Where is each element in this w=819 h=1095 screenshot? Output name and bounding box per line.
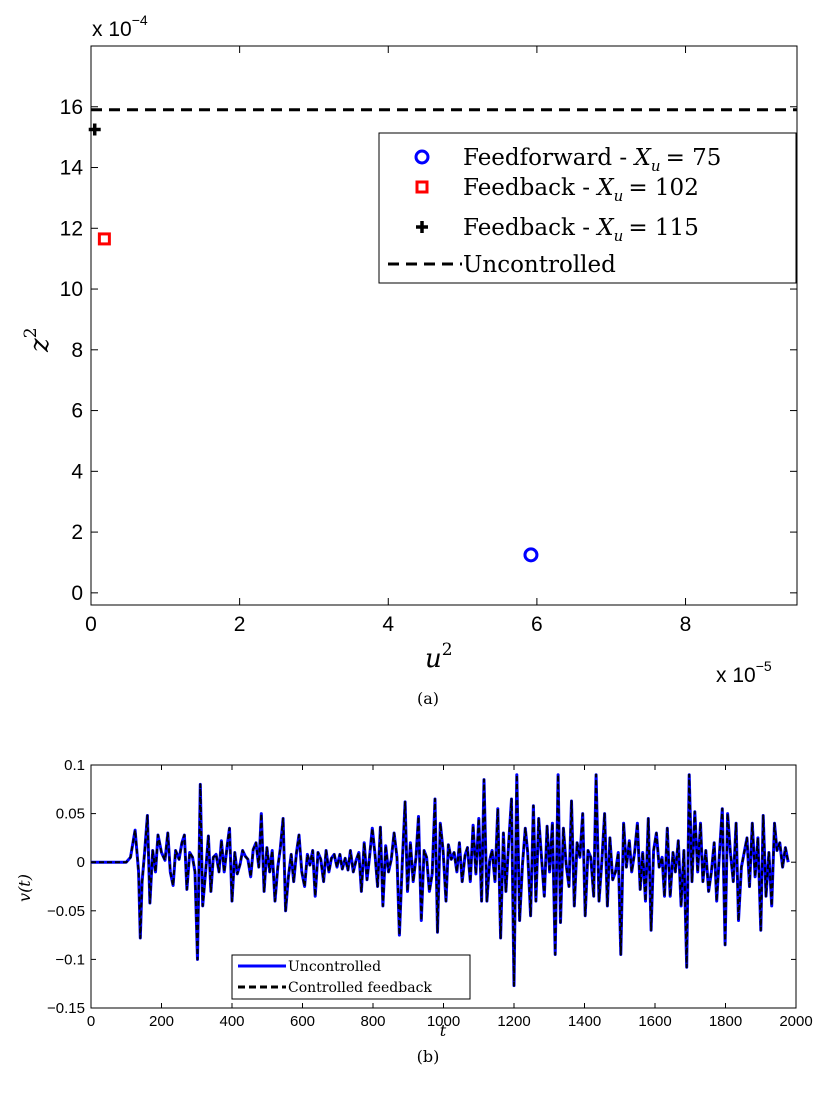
feedforward-point — [523, 547, 539, 563]
x-tick-label: 0 — [85, 613, 97, 636]
panel-b-x-tick-labels: 0 200 400 600 800 1000 1200 1400 1600 1800 2000 — [87, 1013, 813, 1030]
panel-a-marks — [88, 108, 797, 563]
y-tick-label: 4 — [71, 460, 83, 483]
x-tick-label: 2 — [234, 613, 246, 636]
y-tick-label: 10 — [60, 278, 83, 301]
y-tick-label: 12 — [60, 217, 83, 240]
panel-b: 0 200 400 600 800 1000 1200 1400 1600 1800 2000 −0… — [15, 757, 813, 1066]
panel-b-caption: (b) — [417, 1047, 440, 1066]
feedback-115-point — [88, 123, 101, 136]
x-tick-label: 1000 — [427, 1013, 460, 1030]
y-tick-label: 6 — [71, 400, 83, 423]
y-tick-label: 0.1 — [64, 757, 85, 774]
y-tick-label: −0.05 — [47, 903, 85, 920]
panel-a-y-tick-labels: 0 2 4 6 8 10 12 14 16 — [60, 96, 84, 605]
panel-b-ticks — [90, 764, 797, 1009]
x-tick-label: 8 — [680, 613, 692, 636]
x-tick-label: 1800 — [709, 1013, 742, 1030]
legend-feedback-102-label: Feedback - Xu = 102 — [463, 175, 699, 205]
panel-a-x-axis-label: u2 — [425, 640, 453, 674]
panel-b-y-axis-label: v(t) — [15, 874, 34, 902]
x-tick-label: 800 — [360, 1013, 385, 1030]
y-tick-label: −0.15 — [47, 1000, 85, 1017]
x-tick-label: 2000 — [779, 1013, 812, 1030]
legend-feedback-102-marker — [415, 180, 429, 194]
panel-a-y-axis-label: z2 — [21, 327, 55, 353]
legend-uncontrolled-label-b: Uncontrolled — [288, 959, 381, 975]
x-tick-label: 1400 — [568, 1013, 601, 1030]
y-tick-label: 2 — [71, 521, 83, 544]
legend-feedforward-label: Feedforward - Xu = 75 — [463, 145, 721, 175]
x-tick-label: 600 — [290, 1013, 315, 1030]
y-tick-label: −0.1 — [55, 951, 85, 968]
y-tick-label: 0 — [77, 854, 85, 871]
legend-feedback-115-label: Feedback - Xu = 115 — [463, 215, 699, 245]
panel-a-ticks — [90, 46, 797, 605]
panel-b-series-lines — [91, 773, 790, 988]
panel-a-legend: Feedforward - Xu = 75 Feedback - Xu = 102 … — [378, 132, 797, 284]
y-tick-label: 16 — [60, 96, 83, 119]
panel-b-x-axis-label: t — [440, 1021, 447, 1040]
panel-b-y-tick-labels: −0.15 −0.1 −0.05 0 0.05 0.1 — [47, 757, 85, 1017]
x-tick-label: 200 — [149, 1013, 174, 1030]
legend-feedback-115-marker — [416, 221, 428, 233]
panel-a-y-multiplier: x 10−4 — [92, 12, 148, 41]
legend-uncontrolled-label: Uncontrolled — [463, 252, 616, 278]
controlled-feedback-series-line — [91, 773, 790, 987]
panel-b-legend: Uncontrolled Controlled feedback — [231, 954, 471, 1000]
y-tick-label: 8 — [71, 339, 83, 362]
panel-a-axes-frame — [90, 45, 798, 606]
legend-controlled-label-b: Controlled feedback — [288, 980, 432, 996]
feedback-102-point — [97, 232, 111, 246]
panel-a-x-tick-labels: 0 2 4 6 8 — [85, 613, 691, 636]
legend-feedforward-marker — [414, 149, 430, 165]
y-tick-label: 14 — [60, 157, 84, 180]
x-tick-label: 400 — [219, 1013, 244, 1030]
y-tick-label: 0 — [71, 582, 83, 605]
x-tick-label: 1200 — [497, 1013, 530, 1030]
x-tick-label: 1600 — [638, 1013, 671, 1030]
x-tick-label: 6 — [531, 613, 543, 636]
panel-a-caption: (a) — [417, 689, 439, 708]
y-tick-label: 0.05 — [56, 806, 85, 823]
x-tick-label: 0 — [87, 1013, 95, 1030]
panel-b-legend-box — [231, 954, 471, 1000]
panel-a-x-multiplier: x 10−5 — [716, 658, 772, 687]
panel-a-legend-box — [378, 132, 797, 284]
x-tick-label: 4 — [382, 613, 394, 636]
